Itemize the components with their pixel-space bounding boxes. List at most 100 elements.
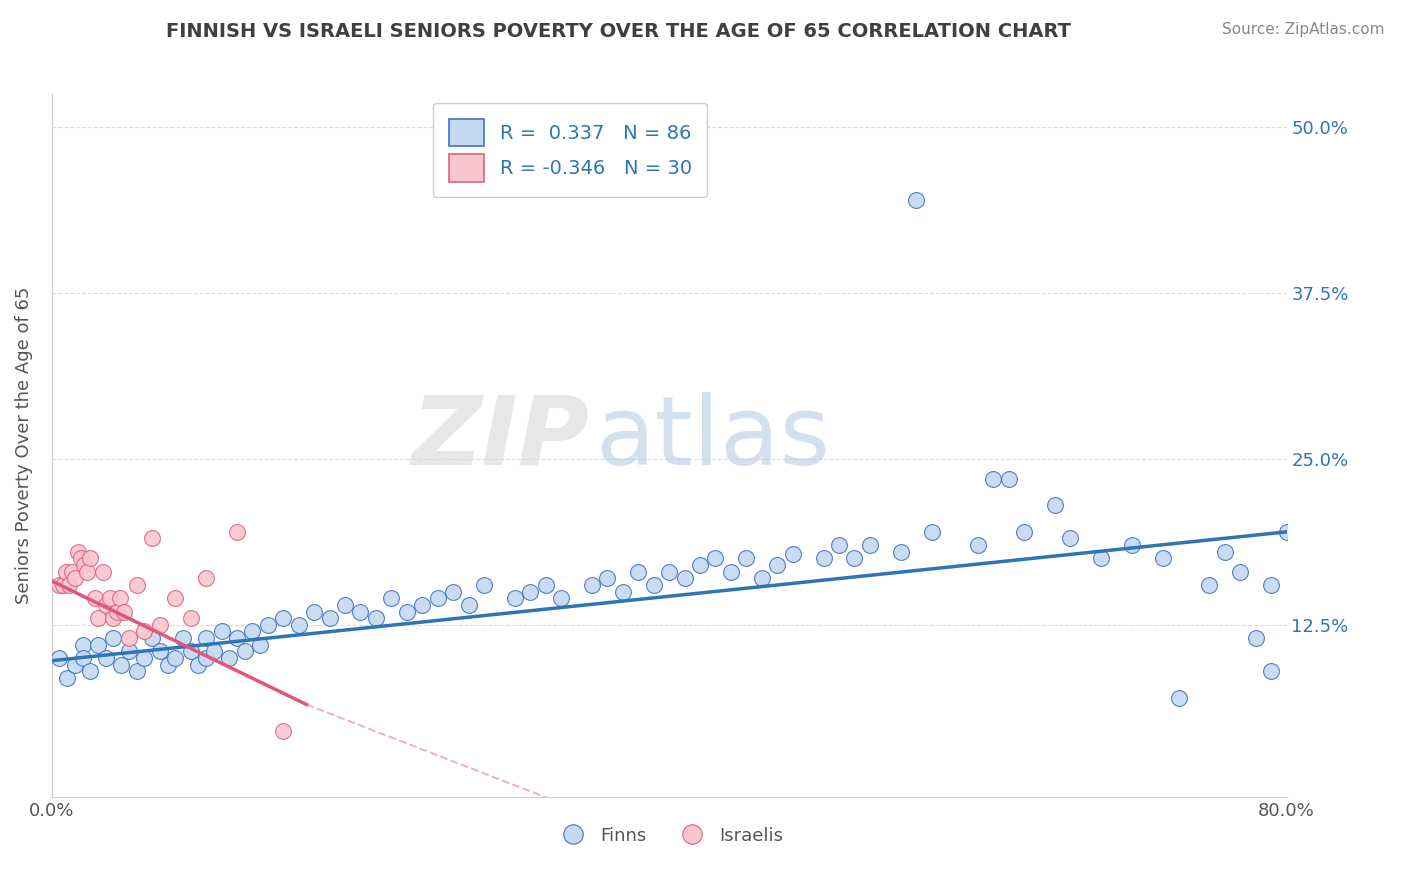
Point [1229,565,1251,579]
Point [55,565,77,579]
Point [967,538,990,552]
Point [149,617,172,632]
Point [195,651,218,665]
Point [1213,545,1236,559]
Point [103,631,125,645]
Point [844,551,866,566]
Point [149,644,172,658]
Point [503,591,526,606]
Point [981,472,1004,486]
Point [63,571,86,585]
Point [271,724,294,739]
Point [141,532,163,546]
Point [1260,578,1282,592]
Point [195,571,218,585]
Point [180,611,202,625]
Point [643,578,665,592]
Point [63,657,86,672]
Point [627,565,650,579]
Point [318,611,340,625]
Point [125,665,148,679]
Point [550,591,572,606]
Point [302,605,325,619]
Point [72,651,94,665]
Point [165,651,187,665]
Point [48,578,70,592]
Point [108,591,131,606]
Point [73,558,96,572]
Point [180,644,202,658]
Point [658,565,681,579]
Point [87,638,110,652]
Point [165,591,187,606]
Point [105,605,128,619]
Point [134,624,156,639]
Point [226,524,249,539]
Point [704,551,727,566]
Point [689,558,711,572]
Point [813,551,835,566]
Point [1244,631,1267,645]
Point [364,611,387,625]
Point [195,631,218,645]
Text: atlas: atlas [595,392,830,485]
Point [187,657,209,672]
Point [58,578,80,592]
Point [242,624,264,639]
Point [110,657,132,672]
Point [172,631,194,645]
Point [1043,498,1066,512]
Point [1059,532,1081,546]
Point [720,565,742,579]
Point [118,631,141,645]
Point [211,624,233,639]
Point [766,558,789,572]
Point [60,565,83,579]
Point [141,631,163,645]
Legend: Finns, Israelis: Finns, Israelis [548,820,790,852]
Point [735,551,758,566]
Text: Source: ZipAtlas.com: Source: ZipAtlas.com [1222,22,1385,37]
Point [472,578,495,592]
Point [828,538,851,552]
Point [1260,665,1282,679]
Point [519,584,541,599]
Point [249,638,271,652]
Point [56,671,79,685]
Point [1012,524,1035,539]
Point [72,638,94,652]
Point [1198,578,1220,592]
Point [100,591,122,606]
Point [87,611,110,625]
Point [380,591,402,606]
Point [125,578,148,592]
Point [134,651,156,665]
Point [441,584,464,599]
Point [596,571,619,585]
Point [271,611,294,625]
Point [581,578,603,592]
Point [79,551,101,566]
Point [673,571,696,585]
Point [112,605,135,619]
Point [66,545,89,559]
Point [751,571,773,585]
Point [1090,551,1112,566]
Point [1275,524,1298,539]
Point [349,605,371,619]
Point [1121,538,1143,552]
Point [84,591,107,606]
Point [905,193,928,207]
Point [91,565,114,579]
Point [890,545,912,559]
Point [70,551,93,566]
Point [218,651,240,665]
Point [103,611,125,625]
Text: ZIP: ZIP [411,392,589,485]
Point [202,644,225,658]
Point [426,591,449,606]
Point [411,598,433,612]
Point [79,665,101,679]
Point [859,538,882,552]
Point [612,584,634,599]
